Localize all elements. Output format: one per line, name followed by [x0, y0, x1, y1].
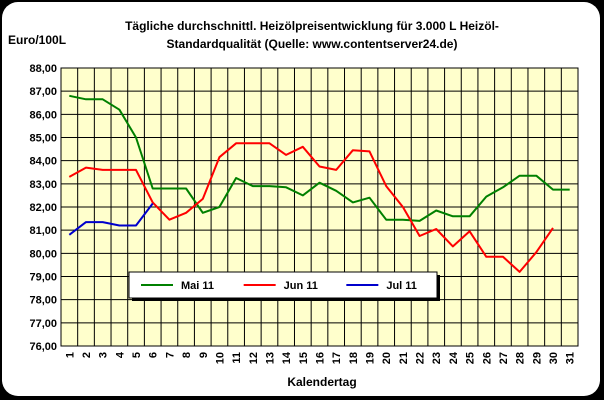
y-tick-label: 84,00: [29, 156, 57, 168]
x-tick-label: 8: [181, 352, 193, 358]
legend: Mai 11 Jun 11 Jul 11: [128, 271, 440, 301]
y-tick-label: 82,00: [29, 202, 57, 214]
x-tick-label: 19: [365, 352, 377, 364]
x-axis-title: Kalendertag: [287, 375, 356, 389]
y-axis-ticks: 76,00 77,00 78,00 79,00 80,00 81,00 82,00 83,00…: [29, 63, 57, 353]
x-tick-label: 10: [214, 352, 226, 364]
y-tick-label: 86,00: [29, 109, 57, 121]
x-tick-label: 3: [98, 352, 110, 358]
chart: Tägliche durchschnittl. Heizölpreisentwi…: [8, 19, 579, 389]
y-tick-label: 88,00: [29, 63, 57, 75]
legend-label-mai-11: Mai 11: [181, 280, 214, 292]
x-tick-label: 21: [398, 352, 410, 364]
chart-subtitle: Standardqualität (Quelle: www.contentser…: [167, 37, 458, 51]
x-tick-label: 15: [298, 352, 310, 364]
legend-label-jun-11: Jun 11: [284, 280, 318, 292]
y-tick-label: 76,00: [29, 341, 57, 353]
legend-box: [128, 271, 438, 299]
x-tick-label: 23: [431, 352, 443, 364]
x-tick-label: 20: [381, 352, 393, 364]
y-tick-label: 80,00: [29, 248, 57, 260]
y-tick-label: 77,00: [29, 318, 57, 330]
series-line-jul-11: [68, 202, 154, 236]
x-tick-label: 5: [131, 352, 143, 358]
x-tick-label: 22: [415, 352, 427, 364]
y-tick-label: 81,00: [29, 225, 57, 237]
x-tick-label: 13: [264, 352, 276, 364]
x-tick-label: 24: [448, 351, 460, 364]
x-tick-label: 1: [64, 352, 76, 358]
x-tick-label: 12: [248, 352, 260, 364]
y-tick-label: 79,00: [29, 272, 57, 284]
x-tick-label: 9: [198, 352, 210, 358]
y-tick-label: 87,00: [29, 86, 57, 98]
x-tick-label: 2: [81, 352, 93, 358]
series-line-jun-11: [68, 142, 554, 273]
plot-border: [60, 67, 579, 347]
x-tick-label: 18: [348, 352, 360, 364]
x-tick-label: 17: [331, 352, 343, 364]
x-tick-label: 26: [481, 352, 493, 364]
x-tick-label: 16: [315, 352, 327, 364]
x-tick-label: 29: [531, 352, 543, 364]
x-tick-label: 25: [465, 352, 477, 364]
x-tick-label: 27: [498, 352, 510, 364]
y-tick-label: 85,00: [29, 133, 57, 145]
x-tick-label: 14: [281, 351, 293, 364]
x-axis-ticks: 1 2 3 4 5 6 7 8 9 10 11 12 13 14 15 16 17 18 19 20 21 22 23 24 2…: [64, 351, 576, 364]
x-tick-label: 11: [231, 352, 243, 364]
series-lines: [68, 94, 570, 273]
x-tick-label: 6: [148, 352, 160, 358]
y-axis-title: Euro/100L: [8, 33, 66, 47]
y-tick-label: 83,00: [29, 179, 57, 191]
x-tick-label: 4: [114, 351, 126, 358]
x-tick-label: 30: [548, 352, 560, 364]
y-tick-label: 78,00: [29, 295, 57, 307]
legend-label-jul-11: Jul 11: [386, 280, 417, 292]
series-line-mai-11: [69, 94, 570, 222]
x-tick-label: 7: [164, 352, 176, 358]
chart-frame: Tägliche durchschnittl. Heizölpreisentwi…: [2, 2, 600, 396]
chart-title: Tägliche durchschnittl. Heizölpreisentwi…: [125, 19, 499, 33]
x-tick-label: 31: [565, 352, 577, 364]
x-tick-label: 28: [515, 352, 527, 364]
